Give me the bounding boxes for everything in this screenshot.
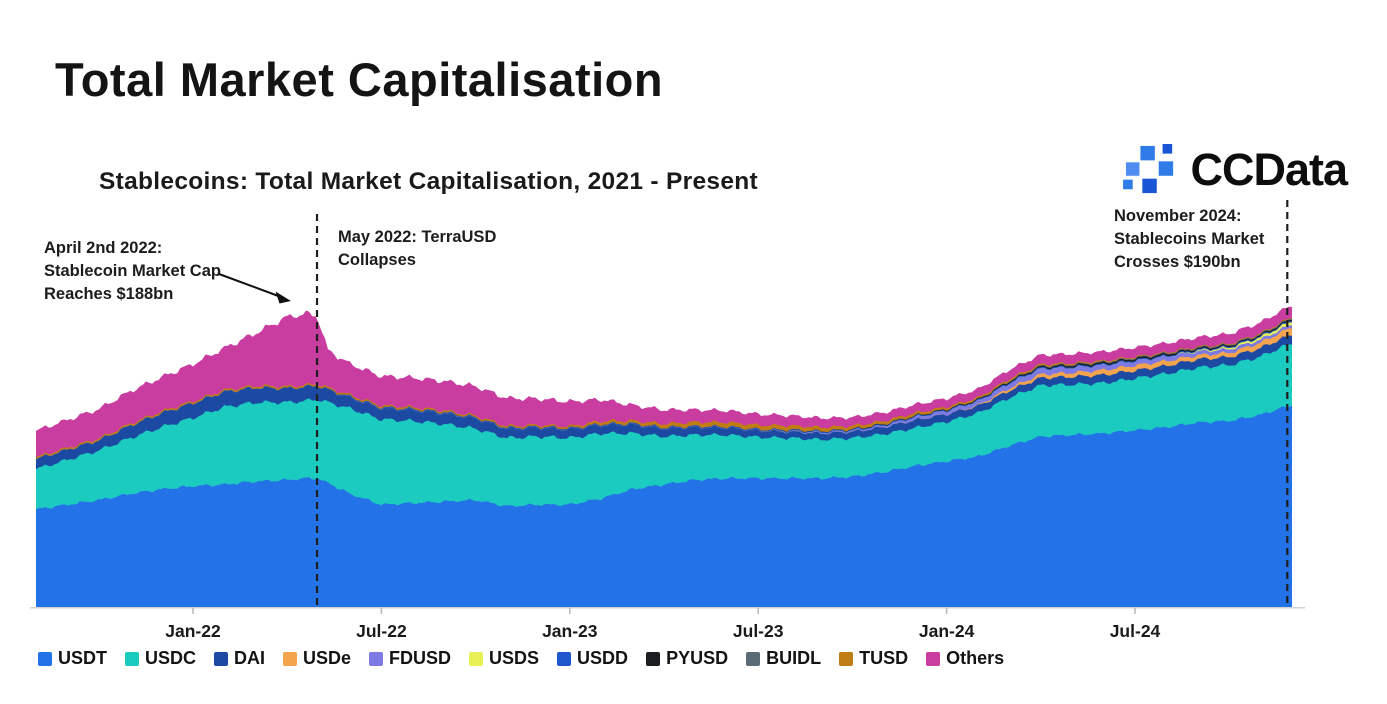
legend-swatch-others (926, 651, 941, 666)
x-axis-label-jan-23: Jan-23 (542, 621, 598, 641)
legend-label: USDD (577, 648, 629, 668)
annotation-line: November 2024: (1114, 207, 1242, 225)
annotation-april-2022-peak: April 2nd 2022: Stablecoin Market Cap Re… (44, 237, 221, 305)
legend-swatch-usdc (125, 651, 139, 666)
annotation-arrow-head (275, 291, 291, 304)
annotation-arrow-line (218, 273, 282, 298)
legend-item-usde: USDe (283, 648, 351, 669)
area-usdt (36, 405, 1292, 607)
page-title: Total Market Capitalisation (55, 53, 664, 106)
legend-swatch-pyusd (646, 651, 661, 666)
legend-swatch-fdusd (369, 651, 384, 666)
annotation-line: Stablecoin Market Cap (44, 261, 221, 280)
legend-label: FDUSD (389, 648, 452, 668)
legend-swatch-usde (283, 651, 298, 666)
legend-label: Others (946, 648, 1005, 668)
legend-item-usdd: USDD (557, 648, 628, 669)
ccdata-logo-icon (1123, 144, 1174, 194)
ccdata-logo: CCData (1123, 144, 1348, 196)
annotation-line: Crosses $190bn (1114, 252, 1241, 271)
chart-legend: USDT USDC DAI USDe FDUSD USDS USDD PYUSD BUIDL TU… (38, 648, 1004, 669)
legend-item-tusd: TUSD (839, 648, 908, 669)
legend-label: PYUSD (666, 648, 729, 668)
legend-item-usds: USDS (469, 648, 539, 669)
annotation-line: April 2nd 2022: (44, 239, 163, 257)
annotation-line: Collapses (338, 250, 416, 269)
legend-label: DAI (234, 648, 266, 668)
annotation-line: Stablecoins Market (1114, 229, 1265, 248)
legend-swatch-usdd (557, 651, 572, 666)
legend-swatch-dai (214, 651, 229, 666)
legend-item-usdt: USDT (38, 648, 107, 669)
x-axis-label-jul-24: Jul-24 (1109, 621, 1161, 641)
legend-label: TUSD (859, 648, 909, 668)
x-axis-label-jan-22: Jan-22 (165, 621, 221, 641)
legend-item-usdc: USDC (125, 648, 196, 669)
legend-swatch-usds (469, 651, 484, 666)
x-axis-label-jul-23: Jul-23 (732, 621, 784, 641)
x-axis-label-jul-22: Jul-22 (356, 621, 407, 641)
ccdata-logo-text: CCData (1190, 144, 1348, 195)
legend-label: USDe (303, 648, 352, 668)
legend-item-dai: DAI (214, 648, 265, 669)
legend-item-others: Others (926, 648, 1004, 669)
annotation-november-2024-190bn: November 2024: Stablecoins Market Crosse… (1114, 205, 1264, 273)
legend-label: USDS (489, 648, 540, 668)
legend-swatch-tusd (839, 651, 854, 666)
x-axis-label-jan-24: Jan-24 (918, 621, 975, 641)
annotation-line: Reaches $188bn (44, 284, 174, 303)
legend-item-buidl: BUIDL (746, 648, 821, 669)
legend-label: USDT (58, 648, 107, 668)
legend-item-pyusd: PYUSD (646, 648, 728, 669)
annotation-may-2022-terrausd-collapse: May 2022: TerraUSD Collapses (338, 226, 496, 272)
legend-swatch-usdt (38, 651, 52, 666)
legend-label: BUIDL (766, 648, 822, 668)
annotation-line: May 2022: TerraUSD (338, 228, 497, 246)
chart-title: Stablecoins: Total Market Capitalisation… (99, 168, 758, 195)
legend-swatch-buidl (746, 651, 761, 666)
legend-label: USDC (145, 648, 197, 668)
legend-item-fdusd: FDUSD (369, 648, 451, 669)
